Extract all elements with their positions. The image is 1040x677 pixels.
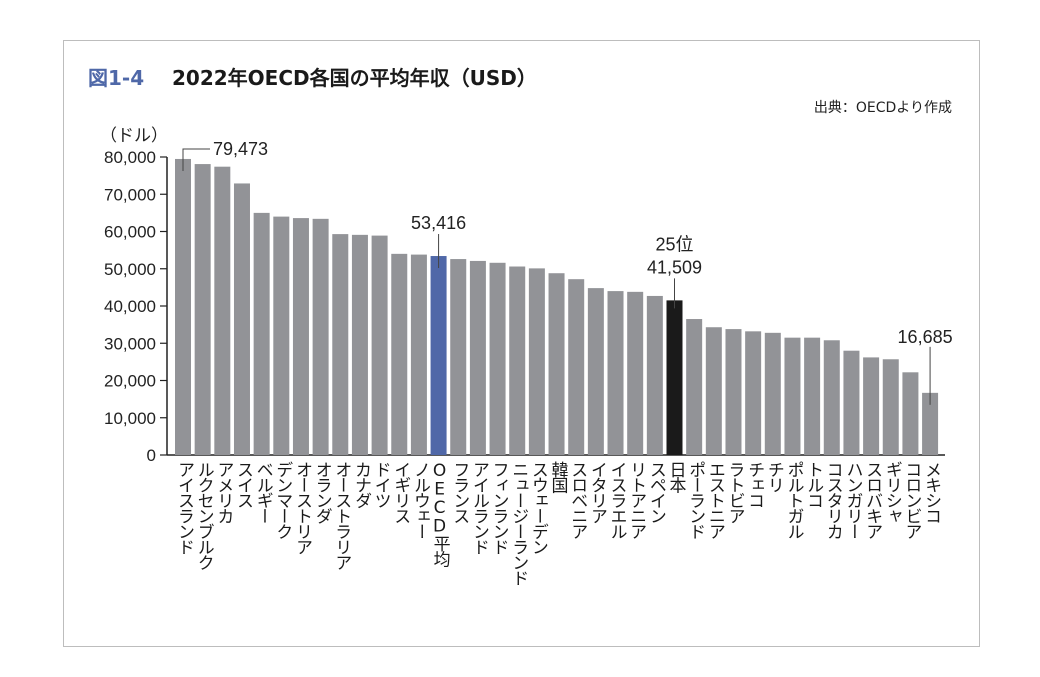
chart-title: 2022年OECD各国の平均年収（USD）	[172, 66, 537, 90]
x-tick-label: メキシコ	[921, 461, 942, 523]
y-tick-label: 20,000	[104, 372, 156, 391]
bar-フランス	[450, 259, 467, 455]
figure-frame	[63, 40, 980, 647]
bar-スロベニア	[568, 279, 585, 455]
x-tick-label: スロバキア	[862, 461, 883, 539]
bar-オランダ	[312, 218, 329, 455]
x-tick-label: ハンガリー	[842, 461, 863, 539]
x-tick-label: OECD平均	[429, 461, 450, 566]
bar-OECD平均	[430, 256, 447, 455]
y-tick-label: 80,000	[104, 148, 156, 167]
bar-スウェーデン	[528, 268, 545, 455]
bar-スペイン	[646, 295, 663, 455]
x-tick-label: イタリア	[586, 461, 607, 523]
bar-ドイツ	[371, 235, 388, 455]
bar-フィンランド	[489, 262, 506, 455]
x-tick-label: オーストラリア	[331, 461, 352, 570]
bar-イタリア	[587, 288, 604, 455]
x-tick-label: フランス	[449, 461, 470, 523]
x-tick-label: チェコ	[744, 461, 765, 508]
y-tick-label: 70,000	[104, 185, 156, 204]
bar-アメリカ	[214, 166, 231, 455]
figure-number: 図1-4	[88, 66, 145, 90]
annotation-leader-line	[182, 148, 210, 171]
x-tick-label: デンマーク	[272, 461, 293, 539]
bar-アイルランド	[469, 260, 486, 455]
bar-スイス	[233, 183, 250, 455]
bar-コスタリカ	[823, 340, 840, 455]
bar-カナダ	[351, 234, 368, 455]
x-tick-label: スペイン	[645, 461, 666, 523]
bar-コロンビア	[902, 372, 919, 455]
x-tick-label: トルコ	[803, 461, 824, 508]
bar-オーストリア	[292, 218, 309, 455]
x-tick-label: スウェーデン	[527, 461, 548, 554]
bar-ギリシャ	[882, 359, 899, 455]
annotation-value: 53,416	[411, 213, 466, 233]
x-tick-label: イギリス	[390, 461, 411, 523]
x-tick-label: スロベニア	[567, 461, 588, 539]
x-tick-label: ベルギー	[252, 461, 273, 523]
bar-スロバキア	[863, 357, 880, 455]
bar-メキシコ	[922, 392, 939, 455]
x-tick-label: リトアニア	[626, 461, 647, 539]
bar-アイスランド	[175, 158, 191, 455]
x-tick-label: オーストリア	[291, 461, 312, 554]
bar-エストニア	[705, 327, 722, 455]
x-tick-label: ポルトガル	[783, 461, 804, 539]
bar-ポルトガル	[784, 337, 801, 455]
bar-韓国	[548, 273, 565, 455]
bar-イスラエル	[607, 291, 624, 455]
bar-オーストラリア	[332, 234, 349, 455]
x-tick-label: ニュージーランド	[508, 461, 529, 585]
x-tick-label: ギリシャ	[881, 461, 902, 523]
x-tick-label: カナダ	[350, 461, 371, 508]
bar-チェコ	[745, 331, 762, 455]
x-tick-label: ポーランド	[685, 461, 706, 539]
x-tick-label: ラトビア	[724, 461, 745, 523]
annotation-value: 16,685	[898, 327, 953, 347]
bar-ラトビア	[725, 329, 742, 455]
x-tick-label: アメリカ	[213, 461, 234, 523]
x-tick-label: オランダ	[311, 461, 332, 523]
bar-ルクセンブルク	[194, 164, 211, 455]
bar-トルコ	[804, 337, 821, 455]
source-note: 出典：OECDより作成	[813, 100, 952, 116]
bar-リトアニア	[627, 291, 644, 455]
x-tick-label: ノルウェー	[409, 461, 430, 539]
x-tick-label: アイスランド	[174, 461, 194, 554]
x-tick-label: スイス	[232, 461, 253, 508]
x-tick-label: ドイツ	[370, 461, 391, 508]
bar-チリ	[764, 332, 781, 455]
bar-ハンガリー	[843, 350, 860, 455]
bar-日本	[666, 300, 683, 455]
bar-ノルウェー	[410, 254, 427, 455]
annotation-value: 41,509	[647, 257, 702, 277]
bar-ニュージーランド	[509, 266, 526, 455]
x-tick-label: アイルランド	[468, 461, 489, 554]
annotation-value: 79,473	[213, 139, 268, 159]
y-tick-label: 50,000	[104, 260, 156, 279]
x-tick-label: 日本	[665, 461, 686, 492]
x-tick-label: チリ	[763, 461, 784, 492]
x-tick-label: イスラエル	[606, 461, 627, 539]
x-tick-label: コロンビア	[901, 461, 922, 539]
y-tick-label: 0	[147, 446, 156, 465]
x-tick-label: コスタリカ	[822, 461, 843, 539]
bar-ポーランド	[686, 319, 703, 455]
x-tick-label: フィンランド	[488, 461, 509, 554]
annotation-rank: 25位	[655, 234, 693, 254]
y-tick-label: 30,000	[104, 334, 156, 353]
y-tick-label: 60,000	[104, 223, 156, 242]
y-tick-label: 40,000	[104, 297, 156, 316]
x-tick-label: 韓国	[547, 461, 568, 492]
y-tick-label: 10,000	[104, 409, 156, 428]
x-tick-label: ルクセンブルク	[193, 461, 214, 570]
bar-デンマーク	[273, 216, 290, 455]
bar-イギリス	[391, 253, 408, 455]
x-tick-label: エストニア	[704, 461, 725, 539]
y-axis-unit: （ドル）	[100, 126, 168, 146]
bar-ベルギー	[253, 212, 270, 455]
